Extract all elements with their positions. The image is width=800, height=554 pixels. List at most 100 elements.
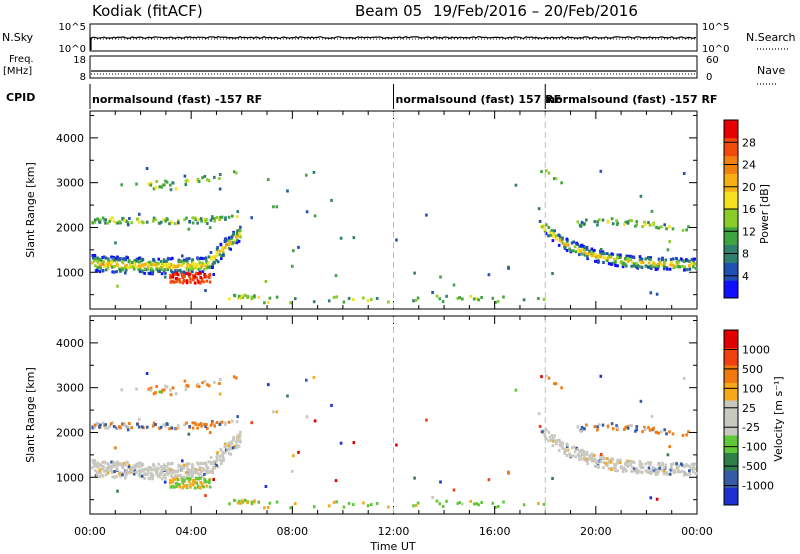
rti-cell — [157, 262, 160, 266]
rti-cell — [330, 403, 333, 407]
rti-cell — [347, 501, 351, 505]
rti-cell — [166, 268, 169, 272]
rti-cell — [154, 423, 157, 427]
rti-cell — [438, 502, 442, 506]
rti-cell — [626, 426, 630, 430]
rti-cell — [202, 468, 206, 472]
rti-cell — [196, 468, 199, 472]
rti-cell — [191, 463, 194, 467]
rti-cell — [551, 436, 555, 440]
rti-cell — [197, 385, 201, 389]
colorbar-swatch — [724, 470, 738, 488]
rti-cell — [159, 220, 163, 224]
rti-cell — [622, 261, 625, 265]
rti-cell — [159, 267, 163, 271]
rti-cell — [135, 259, 139, 263]
rti-cell — [113, 475, 116, 479]
rti-cell — [161, 265, 164, 269]
rti-cell — [576, 248, 580, 252]
rti-cell — [387, 505, 390, 509]
rti-cell — [187, 469, 191, 473]
rti-cell — [660, 263, 664, 267]
rti-cell — [135, 265, 138, 269]
rti-cell — [190, 470, 194, 474]
rti-cell — [209, 423, 213, 427]
rti-cell — [192, 278, 195, 282]
rti-cell — [172, 476, 175, 480]
rti-cell — [126, 221, 130, 225]
rti-cell — [650, 209, 654, 213]
rti-cell — [200, 265, 203, 269]
colorbar-tick-label: 24 — [742, 159, 756, 172]
rti-cell — [154, 265, 158, 269]
rti-cell — [613, 257, 616, 261]
rti-cell — [191, 216, 194, 220]
rti-cell — [228, 297, 231, 301]
x-tick-label: 04:00 — [175, 525, 207, 538]
rti-cell — [103, 423, 106, 427]
rti-cell — [188, 462, 191, 466]
rti-cell — [643, 425, 646, 429]
rti-cell — [553, 177, 556, 181]
rti-cell — [651, 465, 655, 469]
rti-cell — [588, 456, 591, 460]
rti-cell — [201, 176, 204, 180]
rti-cell — [583, 251, 586, 255]
rti-cell — [694, 266, 698, 270]
rti-cell — [583, 222, 586, 226]
rti-cell — [165, 464, 168, 468]
rti-cell — [480, 296, 483, 299]
rti-cell — [544, 169, 548, 173]
rti-cell — [683, 464, 687, 468]
rti-cell — [219, 242, 223, 246]
rti-cell — [229, 452, 232, 456]
rti-cell — [210, 471, 214, 474]
rti-cell — [625, 254, 628, 258]
rti-cell — [640, 265, 644, 269]
rti-cell — [632, 262, 636, 266]
rti-cell — [121, 466, 125, 470]
rti-cell — [239, 440, 242, 444]
rti-cell — [197, 218, 200, 222]
rti-cell — [197, 477, 200, 480]
rti-cell — [208, 280, 212, 284]
rti-cell — [165, 468, 169, 472]
rti-cell — [107, 463, 110, 467]
rti-cell — [266, 301, 270, 304]
rti-cell — [475, 502, 478, 506]
rti-cell — [149, 183, 153, 187]
rti-cell — [573, 450, 577, 454]
rti-cell — [558, 238, 562, 242]
rti-cell — [212, 273, 215, 276]
rti-cell — [227, 239, 231, 243]
rti-cell — [576, 448, 580, 451]
rti-cell — [205, 464, 208, 468]
rti-cell — [164, 384, 167, 388]
rti-cell — [137, 220, 141, 224]
rti-cell — [112, 462, 115, 466]
rti-cell — [99, 218, 102, 222]
rti-cell — [124, 268, 128, 272]
rti-cell — [494, 300, 497, 304]
rti-cell — [162, 468, 166, 471]
rti-cell — [235, 171, 238, 175]
rti-cell — [215, 459, 219, 463]
rti-cell — [681, 264, 684, 268]
rti-cell — [375, 297, 379, 300]
x-tick-label: 16:00 — [479, 525, 511, 538]
rti-cell — [113, 270, 116, 274]
rti-cell — [188, 425, 191, 428]
rti-cell — [120, 388, 123, 392]
rti-cell — [666, 248, 670, 252]
colorbar-swatch — [724, 487, 738, 506]
rti-cell — [166, 257, 170, 261]
rti-cell — [185, 257, 189, 261]
rti-cell — [95, 258, 99, 262]
rti-cell — [168, 222, 171, 226]
rti-cell — [232, 232, 236, 236]
rti-cell — [238, 499, 241, 503]
rti-cell — [647, 265, 651, 269]
rti-cell — [208, 274, 211, 277]
rti-cell — [147, 267, 150, 271]
rti-cell — [649, 469, 653, 473]
